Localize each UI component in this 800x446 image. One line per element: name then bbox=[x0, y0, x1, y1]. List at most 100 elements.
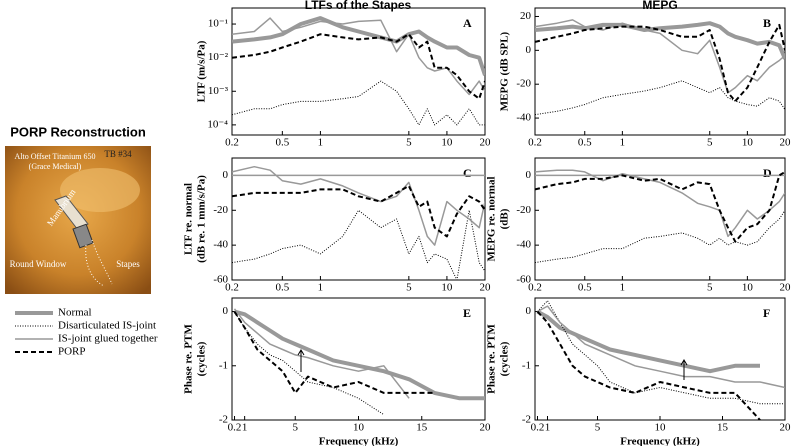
legend-label: IS-joint glued together bbox=[58, 333, 158, 345]
column-title: LTFs of the Stapes bbox=[305, 0, 412, 12]
panel-label: E bbox=[463, 306, 471, 320]
y-tick-label: -2 bbox=[522, 414, 531, 426]
y-tick-label: 10⁻² bbox=[208, 51, 229, 63]
series-line bbox=[537, 305, 785, 389]
y-tick-label: -40 bbox=[516, 112, 531, 124]
x-axis-label: Frequency (kHz) bbox=[620, 436, 700, 446]
x-tick-label: 5 bbox=[406, 282, 412, 294]
legend-label: Disarticulated IS-joint bbox=[58, 320, 156, 332]
y-tick-label: 0 bbox=[223, 305, 229, 317]
y-axis-label: MEPG re. normal bbox=[486, 176, 498, 261]
photo-label: Alto Offset Titanium 650 bbox=[15, 152, 96, 161]
y-axis-label: Phase re. PTM bbox=[486, 324, 498, 394]
y-tick-label: 0 bbox=[526, 169, 532, 181]
x-tick-label: 20 bbox=[780, 282, 792, 294]
x-tick-label: 20 bbox=[480, 422, 492, 434]
series-line bbox=[535, 169, 785, 238]
series-line bbox=[535, 210, 785, 264]
x-tick-label: 1 bbox=[620, 282, 626, 294]
legend-label: PORP bbox=[58, 346, 86, 358]
plot-frame bbox=[231, 7, 486, 136]
series-line bbox=[535, 80, 785, 116]
x-tick-label: 10 bbox=[655, 422, 667, 434]
y-tick-label: -20 bbox=[516, 204, 531, 216]
x-tick-label: 10 bbox=[441, 137, 453, 149]
y-tick-label: -1 bbox=[522, 359, 531, 371]
x-tick-label: 10 bbox=[441, 282, 453, 294]
y-tick-label: -60 bbox=[516, 274, 531, 286]
x-tick-label: 1 bbox=[318, 137, 324, 149]
x-tick-label: 15 bbox=[416, 422, 428, 434]
y-tick-label: 10⁻³ bbox=[208, 85, 229, 97]
photo-title: PORP Reconstruction bbox=[10, 124, 146, 139]
y-tick-label: -60 bbox=[213, 274, 228, 286]
plot-frame bbox=[231, 157, 486, 281]
series-line bbox=[232, 165, 485, 246]
y-tick-label: -40 bbox=[213, 239, 228, 251]
series-line bbox=[535, 23, 785, 103]
series-line bbox=[537, 300, 785, 405]
x-tick-label: 0.2 bbox=[225, 137, 239, 149]
plot-frame bbox=[231, 297, 486, 421]
panel-label: B bbox=[763, 16, 771, 30]
series-group bbox=[535, 169, 785, 264]
x-tick-label: 20 bbox=[780, 137, 792, 149]
panel: 0.2 0.5 1 5 10 20 -40 -20 0 20 B MEPG (dB SPL) bbox=[499, 7, 792, 149]
x-tick-label: 0.2 bbox=[225, 282, 239, 294]
y-tick-label: 20 bbox=[520, 10, 532, 22]
plot-frame bbox=[534, 157, 786, 281]
photo: Alto Offset Titanium 650 (Grace Medical)… bbox=[5, 146, 151, 294]
photo-label: Round Window bbox=[10, 259, 67, 269]
panel-label: D bbox=[763, 166, 772, 180]
y-axis-label: LTF (m/s/Pa) bbox=[196, 40, 208, 102]
x-tick-label: 1 bbox=[545, 422, 551, 434]
series-line bbox=[535, 21, 785, 60]
series-line bbox=[233, 308, 410, 399]
photo-label: (Grace Medical) bbox=[29, 162, 82, 171]
x-tick-label: 20 bbox=[480, 282, 492, 294]
series-group bbox=[232, 165, 485, 280]
panel-label: A bbox=[463, 16, 472, 30]
panel-label: C bbox=[463, 166, 472, 180]
y-tick-label: -1 bbox=[219, 359, 228, 371]
y-tick-label: 0 bbox=[526, 305, 532, 317]
y-axis-label: MEPG (dB SPL) bbox=[499, 31, 511, 111]
series-line bbox=[536, 310, 761, 420]
panel: 0.2 0.5 1 5 10 20 -60 -40 -20 0 C LTF re. normal (dB… bbox=[183, 157, 492, 294]
series-line bbox=[232, 80, 485, 126]
y-axis-label: (dB re. 1 mm/s/Pa) bbox=[196, 175, 208, 263]
y-axis-label: (dB) bbox=[499, 208, 511, 229]
x-tick-label: 15 bbox=[717, 422, 729, 434]
x-tick-label: 5 bbox=[595, 422, 601, 434]
series-line bbox=[232, 33, 485, 100]
y-axis-label: LTF re. normal bbox=[183, 183, 195, 255]
series-line bbox=[232, 209, 485, 280]
y-tick-label: -40 bbox=[516, 239, 531, 251]
series-line bbox=[535, 171, 785, 243]
x-tick-label: 1 bbox=[318, 282, 324, 294]
x-axis-label: Frequency (kHz) bbox=[319, 436, 399, 446]
panel-label: F bbox=[763, 306, 770, 320]
y-axis-label: (cycles) bbox=[499, 341, 511, 376]
series-line bbox=[233, 309, 485, 401]
y-tick-label: -20 bbox=[213, 204, 228, 216]
series-line bbox=[535, 19, 785, 94]
series-line bbox=[232, 17, 485, 96]
arrow-head bbox=[680, 359, 688, 366]
y-tick-label: -20 bbox=[516, 78, 531, 90]
series-line bbox=[233, 311, 435, 394]
x-tick-label: 1 bbox=[242, 422, 248, 434]
series-group bbox=[536, 300, 785, 420]
y-tick-label: 0 bbox=[223, 169, 229, 181]
panel: 0.2 0.5 1 5 10 20 10⁻⁴ 10⁻³ 10⁻² 10⁻¹ A LTF (m/s/Pa… bbox=[196, 7, 492, 149]
series-line bbox=[536, 309, 760, 374]
x-tick-label: 0.5 bbox=[275, 282, 289, 294]
x-tick-label: 20 bbox=[780, 422, 792, 434]
x-tick-label: 5 bbox=[707, 137, 713, 149]
x-tick-label: 20 bbox=[480, 137, 492, 149]
legend-label: Normal bbox=[58, 307, 92, 319]
